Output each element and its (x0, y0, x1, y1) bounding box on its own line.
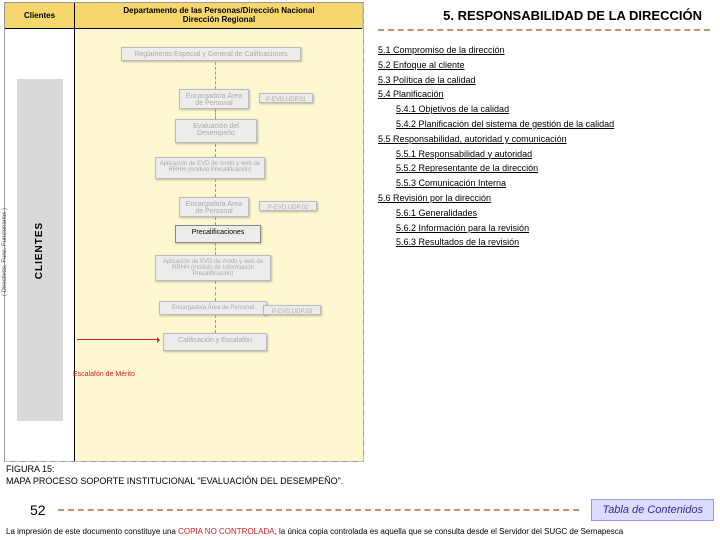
toc-link[interactable]: 5.2 Enfoque al cliente (378, 60, 710, 71)
clientes-vertical-label: CLIENTES (35, 221, 46, 278)
clientes-sub-label: ( Directivos, Func. Funcionarios ) (2, 208, 8, 296)
toc-panel: 5. RESPONSABILIDAD DE LA DIRECCIÓN 5.1 C… (364, 0, 720, 460)
escalafon-arrow (77, 339, 159, 340)
toc-list: 5.1 Compromiso de la dirección 5.2 Enfoqu… (378, 41, 710, 252)
toc-link[interactable]: 5.5.1 Responsabilidad y autoridad (396, 149, 710, 160)
footer-row: 52 Tabla de Contenidos (6, 499, 714, 521)
toc-item: 5.5.2 Representante de la dirección (378, 163, 710, 174)
toc-item: 5.6.1 Generalidades (378, 208, 710, 219)
toc-link[interactable]: 5.6.2 Información para la revisión (396, 223, 710, 234)
box-aplicacion-2: Aplicación de EVD de modo y web de RRHH … (155, 255, 271, 281)
disclaimer-text: La impresión de este documento constituy… (0, 525, 720, 538)
toc-item: 5.6.3 Resultados de la revisión (378, 237, 710, 248)
box-calificacion: Calificación y Escalafón (163, 333, 267, 351)
box-encargado-1: Encargado/a Área de Personal (179, 89, 249, 109)
box-encargado-3: Encargado/a Área de Personal (159, 301, 267, 315)
tag-pevd-2: P-EVD.UDP.02 (259, 201, 317, 211)
toc-item: 5.1 Compromiso de la dirección (378, 45, 710, 56)
toc-item: 5.4 Planificación (378, 89, 710, 100)
toc-link[interactable]: 5.6.3 Resultados de la revisión (396, 237, 710, 248)
footer-divider (58, 509, 580, 511)
toc-link[interactable]: 5.5.2 Representante de la dirección (396, 163, 710, 174)
toc-item: 5.4.2 Planificación del sistema de gesti… (378, 119, 710, 130)
tag-pevd-3: P-EVD.UDP.03 (263, 305, 321, 315)
toc-button[interactable]: Tabla de Contenidos (591, 499, 714, 521)
diagram-header-clientes: Clientes (5, 3, 75, 28)
toc-item: 5.6 Revisión por la dirección (378, 193, 710, 204)
tag-pevd-1: P-EVD.UDP.01 (259, 93, 313, 103)
diagram-left-lane: CLIENTES ( Directivos, Func. Funcionario… (5, 29, 75, 461)
toc-link[interactable]: 5.4 Planificación (378, 89, 710, 100)
toc-link[interactable]: 5.3 Política de la calidad (378, 75, 710, 86)
toc-link[interactable]: 5.6 Revisión por la dirección (378, 193, 710, 204)
box-aplicacion-1: Aplicación de EVD de modo y web de RRHH … (155, 157, 265, 179)
figure-caption: FIGURA 15: MAPA PROCESO SOPORTE INSTITUC… (6, 464, 720, 487)
toc-item: 5.6.2 Información para la revisión (378, 223, 710, 234)
toc-link[interactable]: 5.4.1 Objetivos de la calidad (396, 104, 710, 115)
toc-item: 5.2 Enfoque al cliente (378, 60, 710, 71)
box-encargado-2: Encargado/a Área de Personal (179, 197, 249, 217)
process-diagram: Clientes Departamento de las Personas/Di… (4, 2, 364, 462)
box-reglamento: Reglamento Especial y General de Calific… (121, 47, 301, 61)
toc-link[interactable]: 5.5.3 Comunicación Interna (396, 178, 710, 189)
toc-item: 5.4.1 Objetivos de la calidad (378, 104, 710, 115)
toc-item: 5.5 Responsabilidad, autoridad y comunic… (378, 134, 710, 145)
page-number: 52 (30, 502, 46, 518)
toc-link[interactable]: 5.4.2 Planificación del sistema de gesti… (396, 119, 710, 130)
diagram-header-dept: Departamento de las Personas/Dirección N… (75, 3, 363, 28)
box-precalificaciones: Precalificaciones (175, 225, 261, 243)
toc-link[interactable]: 5.5 Responsabilidad, autoridad y comunic… (378, 134, 710, 145)
toc-item: 5.5.1 Responsabilidad y autoridad (378, 149, 710, 160)
toc-item: 5.3 Política de la calidad (378, 75, 710, 86)
toc-link[interactable]: 5.1 Compromiso de la dirección (378, 45, 710, 56)
escalafon-label: Escalafón de Mérito (73, 371, 135, 378)
diagram-right-lane: Reglamento Especial y General de Calific… (75, 29, 363, 461)
box-evaluacion: Evaluación del Desempeño (175, 119, 257, 143)
section-title: 5. RESPONSABILIDAD DE LA DIRECCIÓN (378, 6, 710, 31)
toc-item: 5.5.3 Comunicación Interna (378, 178, 710, 189)
toc-link[interactable]: 5.6.1 Generalidades (396, 208, 710, 219)
